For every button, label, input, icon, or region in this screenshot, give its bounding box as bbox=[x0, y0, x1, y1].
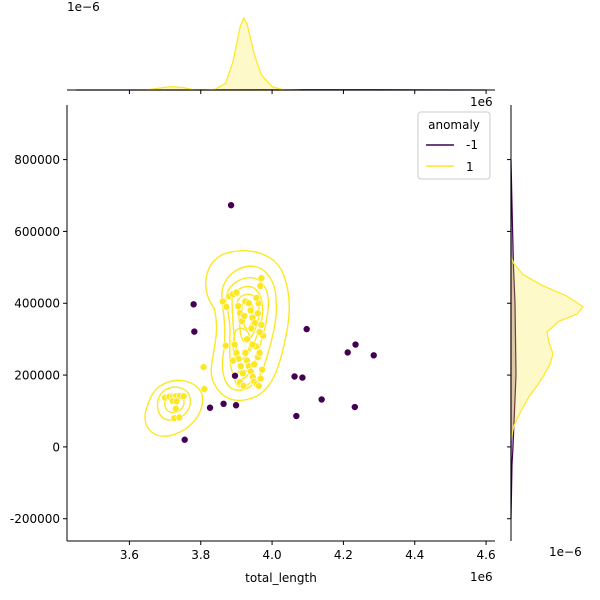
scatter-point-anomaly-1 bbox=[257, 274, 266, 282]
scatter-point-anomaly-neg1 bbox=[206, 403, 214, 412]
top-marginal-offset-label: 1e−6 bbox=[67, 0, 100, 14]
scatter-point-anomaly-1 bbox=[252, 294, 261, 302]
scatter-point-anomaly-1 bbox=[257, 320, 266, 329]
scatter-point-anomaly-1 bbox=[246, 306, 255, 315]
scatter-point-anomaly-1 bbox=[245, 299, 253, 308]
scatter-point-anomaly-1 bbox=[254, 309, 262, 318]
scatter-point-anomaly-1 bbox=[219, 297, 227, 306]
scatter-point-anomaly-neg1 bbox=[290, 372, 299, 381]
density-contour bbox=[221, 265, 278, 391]
scatter-point-anomaly-neg1 bbox=[231, 371, 239, 380]
scatter-point-anomaly-1 bbox=[200, 385, 209, 393]
legend-label-1: 1 bbox=[466, 160, 474, 174]
scatter-point-anomaly-1 bbox=[230, 340, 239, 349]
scatter-point-anomaly-neg1 bbox=[292, 412, 301, 420]
legend: anomaly -1 1 bbox=[417, 111, 491, 180]
y-tick-label: -200000 bbox=[10, 512, 60, 526]
y-tick-label: 600000 bbox=[14, 225, 60, 239]
y-tick-label: 400000 bbox=[14, 297, 60, 311]
scatter-point-anomaly-1 bbox=[255, 382, 263, 390]
scatter-point-anomaly-1 bbox=[258, 365, 266, 374]
main-plot-area: 3.6 3.8 4.0 4.2 4.4 4.6 -200000 0 200000 400000 6… bbox=[10, 105, 496, 562]
scatter-point-anomaly-neg1 bbox=[232, 401, 240, 410]
x-tick-label: 4.0 bbox=[263, 548, 282, 562]
scatter-point-anomaly-neg1 bbox=[351, 403, 359, 411]
scatter-point-anomaly-neg1 bbox=[317, 395, 326, 404]
scatter-point-anomaly-neg1 bbox=[369, 351, 378, 360]
scatter-point-anomaly-1 bbox=[175, 413, 184, 422]
legend-title: anomaly bbox=[428, 118, 480, 132]
right-marginal-offset-label: 1e−6 bbox=[549, 545, 582, 559]
density-contour bbox=[205, 250, 290, 402]
x-tick-label: 4.2 bbox=[334, 548, 353, 562]
top-marginal-density bbox=[67, 16, 495, 94]
scatter-point-anomaly-1 bbox=[250, 360, 259, 369]
x-axis-offset-label: 1e6 bbox=[470, 570, 493, 584]
scatter-point-anomaly-1 bbox=[255, 328, 264, 336]
scatter-point-anomaly-1 bbox=[239, 382, 248, 390]
axes bbox=[66, 105, 495, 542]
scatter-point-anomaly-1 bbox=[256, 374, 265, 383]
scatter-point-anomaly-1 bbox=[239, 369, 247, 378]
scatter-point-anomaly-neg1 bbox=[189, 300, 198, 309]
scatter-point-anomaly-neg1 bbox=[351, 340, 360, 349]
scatter-point-anomaly-1 bbox=[247, 324, 256, 333]
scatter-point-anomaly-1 bbox=[256, 282, 265, 290]
scatter-point-anomaly-neg1 bbox=[227, 201, 235, 209]
legend-label-neg1: -1 bbox=[466, 138, 478, 152]
scatter-point-anomaly-1 bbox=[222, 303, 231, 311]
x-tick-label: 3.6 bbox=[120, 548, 139, 562]
scatter-points bbox=[161, 201, 378, 444]
scatter-point-anomaly-1 bbox=[234, 302, 242, 310]
density-contour bbox=[156, 386, 191, 421]
scatter-point-anomaly-neg1 bbox=[343, 348, 352, 357]
right-density-anomaly-neg1 bbox=[510, 159, 517, 519]
top-density-anomaly-1 bbox=[136, 16, 301, 91]
x-tick-label: 4.6 bbox=[477, 548, 496, 562]
scatter-point-anomaly-neg1 bbox=[298, 373, 307, 382]
x-ticks: 3.6 3.8 4.0 4.2 4.4 4.6 bbox=[120, 541, 496, 562]
scatter-point-anomaly-1 bbox=[255, 349, 264, 357]
x-axis-label: total_length bbox=[245, 571, 317, 585]
scatter-point-anomaly-neg1 bbox=[190, 327, 199, 336]
scatter-point-anomaly-1 bbox=[243, 335, 251, 343]
right-density-anomaly-1 bbox=[510, 256, 584, 440]
x-tick-label: 3.8 bbox=[191, 548, 210, 562]
scatter-point-anomaly-1 bbox=[179, 392, 188, 401]
y-axis-offset-label: 1e6 bbox=[470, 95, 493, 109]
right-marginal-density bbox=[507, 105, 584, 541]
scatter-point-anomaly-1 bbox=[199, 363, 208, 371]
scatter-point-anomaly-neg1 bbox=[219, 400, 228, 408]
scatter-point-anomaly-1 bbox=[241, 349, 250, 357]
density-contour bbox=[144, 379, 204, 437]
scatter-point-anomaly-1 bbox=[229, 356, 237, 365]
scatter-point-anomaly-1 bbox=[172, 397, 181, 406]
y-tick-label: 800000 bbox=[14, 153, 60, 167]
scatter-point-anomaly-1 bbox=[221, 341, 230, 350]
scatter-point-anomaly-1 bbox=[240, 312, 249, 320]
y-tick-label: 0 bbox=[52, 440, 60, 454]
y-tick-label: 200000 bbox=[14, 369, 60, 383]
y-ticks: -200000 0 200000 400000 600000 800000 bbox=[10, 153, 67, 526]
scatter-point-anomaly-1 bbox=[171, 405, 180, 413]
scatter-point-anomaly-1 bbox=[248, 340, 257, 349]
x-tick-label: 4.4 bbox=[405, 548, 424, 562]
scatter-point-anomaly-1 bbox=[236, 362, 245, 370]
density-contours bbox=[144, 250, 290, 437]
scatter-point-anomaly-neg1 bbox=[180, 435, 189, 444]
scatter-point-anomaly-neg1 bbox=[302, 325, 311, 333]
scatter-point-anomaly-1 bbox=[232, 288, 241, 297]
